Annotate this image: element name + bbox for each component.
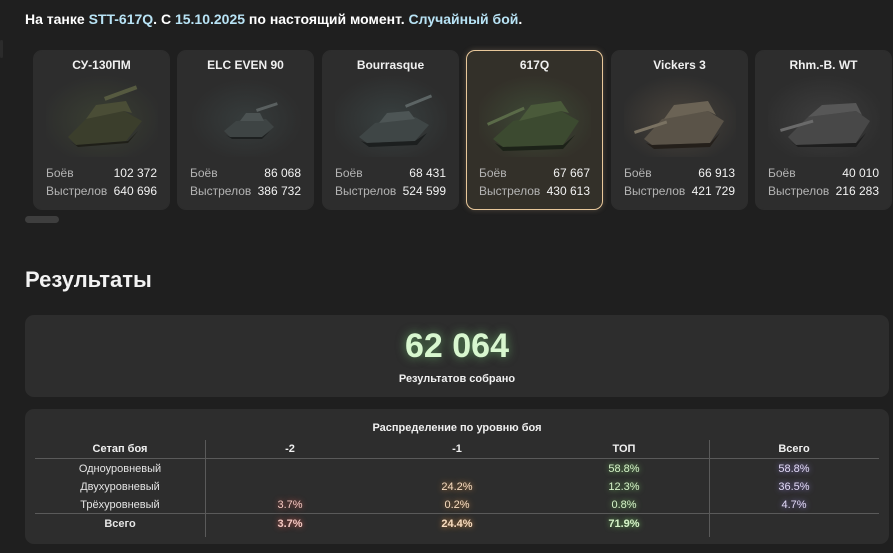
tank-card-elc-even-90[interactable]: ELC EVEN 90 Боёв 86 068 Выстрелов 386 732 [177,50,314,210]
tank-card-bourrasque[interactable]: Bourrasque Боёв 68 431 Выстрелов 524 599 [322,50,459,210]
battles-label: Боёв [335,166,363,180]
row-label-three-tier: Трёхуровневый [80,499,160,511]
tank-image [335,75,447,157]
header-prefix: На танке [25,11,85,27]
shots-label: Выстрелов [46,184,108,198]
shots-value: 386 732 [257,184,301,198]
battles-label: Боёв [768,166,796,180]
results-total-card: 62 064 Результатов собрано [25,315,889,397]
table-cell: 24.4% [375,518,539,530]
shots-value: 430 613 [546,184,590,198]
table-cell: 58.8% [709,463,879,475]
tank-name: СУ-130ПМ [72,58,131,72]
shots-label: Выстрелов [190,184,252,198]
column-divider [709,440,710,537]
tank-name: Rhm.-B. WT [789,58,858,72]
tank-image [479,75,591,157]
tank-carousel: СУ-130ПМ Боёв 102 372 Выстрелов 640 696 EL… [33,50,893,210]
battles-label: Боёв [479,166,507,180]
table-cell: 3.7% [205,499,375,511]
table-cell: 58.8% [539,463,709,475]
tank-card-rhm-b-wt[interactable]: Rhm.-B. WT Боёв 40 010 Выстрелов 216 283 [755,50,892,210]
top-percent: 0.8% [611,499,637,511]
battles-value: 102 372 [113,166,157,180]
battles-label: Боёв [624,166,652,180]
table-cell: 0.2% [375,499,539,511]
row-label-two-tier: Двухуровневый [80,481,160,493]
row-label-single-tier: Одноуровневый [78,463,162,475]
tank-name: Bourrasque [356,58,425,72]
shots-value: 421 729 [691,184,735,198]
tank-card-617q[interactable]: 617Q Боёв 67 667 Выстрелов 430 613 [466,50,603,210]
tank-image [768,75,880,157]
battle-tier-distribution-card: Распределение по уровню боя Сетап боя -2… [25,409,889,544]
tank-image [46,75,158,157]
header-tank-name: STT-617Q [88,11,154,27]
top-percent: 12.3% [608,481,640,493]
battles-value: 40 010 [842,166,879,180]
total-percent: 58.8% [778,463,810,475]
table-cell: 71.9% [539,518,709,530]
minus-2-total-percent: 3.7% [277,518,303,530]
battles-value: 66 913 [698,166,735,180]
header-from-text: . С [153,11,172,27]
battles-label: Боёв [46,166,74,180]
tank-card-vickers-3[interactable]: Vickers 3 Боёв 66 913 Выстрелов 421 729 [611,50,748,210]
carousel-scrollbar-thumb[interactable] [25,216,59,223]
total-percent: 36.5% [778,481,810,493]
row-label-total: Всего [104,518,136,530]
tank-image [624,75,736,157]
header-divider [35,458,879,459]
header-date: 15.10.2025 [174,11,246,27]
battles-value: 86 068 [264,166,301,180]
battles-label: Боёв [190,166,218,180]
header-end: . [518,11,523,27]
page-header: На танке STT-617Q. С 15.10.2025 по насто… [25,11,522,27]
shots-label: Выстрелов [335,184,397,198]
minus-1-total-percent: 24.4% [441,518,473,530]
header-mid-text: по настоящий момент. [248,11,405,27]
results-total-caption: Результатов собрано [398,373,516,385]
shots-value: 524 599 [402,184,446,198]
results-total-value: 62 064 [405,327,509,365]
distribution-title: Распределение по уровню боя [372,422,542,434]
tank-image [190,75,302,157]
table-cell: 0.8% [539,499,709,511]
total-percent: 4.7% [781,499,807,511]
table-cell: 12.3% [539,481,709,493]
table-cell: 36.5% [709,481,879,493]
tank-name: Vickers 3 [653,58,706,72]
column-header-setup: Сетап боя [92,443,148,455]
column-header-top: ТОП [612,443,636,455]
column-divider [205,440,206,537]
table-cell: 4.7% [709,499,879,511]
header-battle-mode: Случайный бой [408,11,519,27]
tank-name: 617Q [519,58,550,72]
left-edge-marker [0,40,3,58]
shots-label: Выстрелов [624,184,686,198]
total-divider [35,513,879,514]
distribution-table: Сетап боя -2 -1 ТОП Всего Одноуровневый … [25,409,889,544]
minus-1-percent: 24.2% [441,481,473,493]
table-cell: 24.2% [375,481,539,493]
top-percent: 58.8% [608,463,640,475]
shots-label: Выстрелов [768,184,830,198]
tank-card-su130pm[interactable]: СУ-130ПМ Боёв 102 372 Выстрелов 640 696 [33,50,170,210]
column-header-minus-2: -2 [285,443,295,455]
column-header-total: Всего [778,443,810,455]
top-total-percent: 71.9% [608,518,640,530]
column-header-minus-1: -1 [452,443,462,455]
shots-value: 640 696 [113,184,157,198]
shots-value: 216 283 [835,184,879,198]
minus-1-percent: 0.2% [444,499,470,511]
battles-value: 68 431 [409,166,446,180]
tank-name: ELC EVEN 90 [207,58,284,72]
shots-label: Выстрелов [479,184,541,198]
results-title: Результаты [25,267,152,292]
minus-2-percent: 3.7% [277,499,303,511]
battles-value: 67 667 [553,166,590,180]
table-cell: 3.7% [205,518,375,530]
